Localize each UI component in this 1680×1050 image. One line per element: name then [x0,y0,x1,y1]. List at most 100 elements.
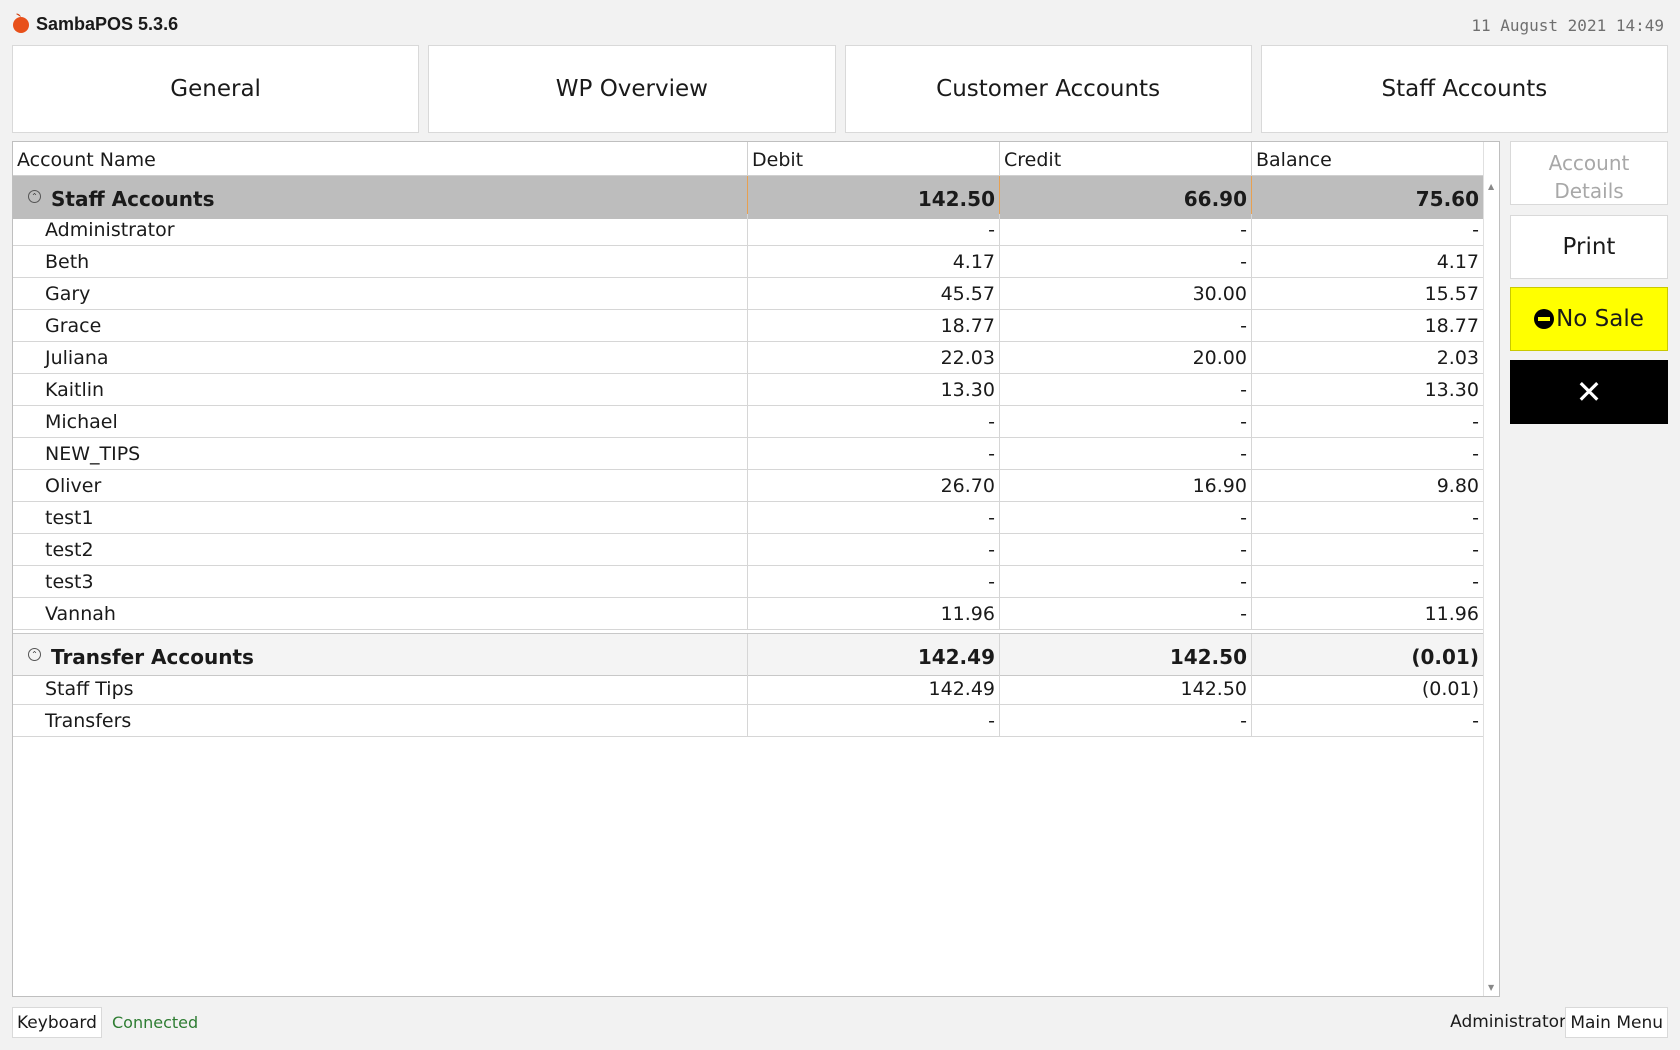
table-row[interactable]: Vannah 11.96-11.96 [13,598,1484,630]
print-button[interactable]: Print [1510,215,1668,279]
debit-cell: 13.30 [748,374,1000,406]
no-sale-button[interactable]: No Sale [1510,287,1668,351]
grid-scrollbar[interactable]: ▲ ▼ [1483,142,1499,996]
account-name-cell: Kaitlin [13,374,748,406]
account-name-cell: NEW_TIPS [13,438,748,470]
balance-cell: 18.77 [1252,310,1484,342]
balance-cell: 9.80 [1252,470,1484,502]
account-name-cell: Vannah [13,598,748,630]
debit-cell: 18.77 [748,310,1000,342]
credit-cell: - [1000,406,1252,438]
table-row[interactable]: test3- - - [13,566,1484,598]
group-balance: 75.60 [1252,176,1484,219]
table-row[interactable]: NEW_TIPS - - - [13,438,1484,470]
debit-cell: 142.49 [748,673,1000,705]
datetime: 11 August 2021 14:49 [1471,16,1664,35]
account-name-cell: Administrator [13,214,748,246]
column-header-balance[interactable]: Balance [1252,142,1484,175]
group-row[interactable]: ⌃ Staff Accounts 142.50 66.90 75.60 [13,176,1484,219]
balance-cell: - [1252,438,1484,470]
table-row[interactable]: test2- - - [13,534,1484,566]
credit-cell: 20.00 [1000,342,1252,374]
connection-status: Connected [112,1013,199,1032]
tab-wp-overview[interactable]: WP Overview [428,45,836,133]
grid-header: Account Name Debit Credit Balance [13,142,1484,176]
debit-cell: - [748,406,1000,438]
tab-general[interactable]: General [12,45,420,133]
credit-cell: - [1000,566,1252,598]
accounts-grid: Account Name Debit Credit Balance ⌃ Staff… [12,141,1500,997]
debit-cell: - [748,502,1000,534]
balance-cell: - [1252,214,1484,246]
close-button[interactable]: ✕ [1510,360,1668,424]
account-name-cell: Gary [13,278,748,310]
credit-cell: - [1000,502,1252,534]
app-title: SambaPOS 5.3.6 [36,14,179,34]
credit-cell: - [1000,246,1252,278]
table-row[interactable]: Grace 18.77-18.77 [13,310,1484,342]
column-header-credit[interactable]: Credit [1000,142,1252,175]
current-user: Administrator [1450,1012,1566,1032]
main-menu-button[interactable]: Main Menu [1565,1007,1668,1038]
debit-cell: - [748,705,1000,737]
credit-cell: - [1000,214,1252,246]
debit-cell: - [748,438,1000,470]
close-icon: ✕ [1575,373,1603,411]
balance-cell: - [1252,534,1484,566]
debit-cell: 11.96 [748,598,1000,630]
account-details-button[interactable]: Account Details [1510,141,1668,205]
credit-cell: 16.90 [1000,470,1252,502]
credit-cell: 30.00 [1000,278,1252,310]
collapse-icon[interactable]: ⌃ [28,648,41,661]
tab-staff-accounts[interactable]: Staff Accounts [1260,45,1668,133]
credit-cell: - [1000,598,1252,630]
debit-cell: 4.17 [748,246,1000,278]
account-name-cell: Grace [13,310,748,342]
table-row[interactable]: Kaitlin 13.30-13.30 [13,374,1484,406]
table-row[interactable]: Transfers - - - [13,705,1484,737]
debit-cell: 26.70 [748,470,1000,502]
account-name-cell: Juliana [13,342,748,374]
keyboard-button[interactable]: Keyboard [12,1007,102,1038]
balance-cell: - [1252,705,1484,737]
sambapos-logo-icon [13,13,29,33]
group-name: ⌃ Staff Accounts [13,176,748,219]
balance-cell: 4.17 [1252,246,1484,278]
balance-cell: - [1252,566,1484,598]
credit-cell: - [1000,310,1252,342]
balance-cell: - [1252,502,1484,534]
tab-customer-accounts[interactable]: Customer Accounts [844,45,1252,133]
table-row[interactable]: Gary 45.57 30.00 15.57 [13,278,1484,310]
debit-cell: 22.03 [748,342,1000,374]
account-name-cell: Transfers [13,705,748,737]
no-sale-label: No Sale [1556,306,1644,332]
group-debit: 142.49 [748,634,1000,675]
debit-cell: - [748,566,1000,598]
collapse-icon[interactable]: ⌃ [28,190,41,203]
table-row[interactable]: Michael - - - [13,406,1484,438]
account-name-cell: test1 [13,502,748,534]
column-header-debit[interactable]: Debit [748,142,1000,175]
column-header-account-name[interactable]: Account Name [13,142,748,175]
balance-cell: (0.01) [1252,673,1484,705]
table-row[interactable]: Juliana 22.03 20.00 2.03 [13,342,1484,374]
table-row[interactable]: Beth 4.17-4.17 [13,246,1484,278]
credit-cell: - [1000,374,1252,406]
debit-cell: 45.57 [748,278,1000,310]
group-row[interactable]: ⌃ Transfer Accounts 142.49 142.50 (0.01) [13,633,1484,676]
balance-cell: 13.30 [1252,374,1484,406]
table-row[interactable]: Oliver 26.70 16.90 9.80 [13,470,1484,502]
scroll-down-icon[interactable]: ▼ [1488,983,1495,992]
table-row[interactable]: test1- - - [13,502,1484,534]
scroll-up-icon[interactable]: ▲ [1488,182,1495,191]
credit-cell: - [1000,705,1252,737]
credit-cell: - [1000,534,1252,566]
debit-cell: - [748,534,1000,566]
account-name-cell: Staff Tips [13,673,748,705]
balance-cell: 15.57 [1252,278,1484,310]
account-name-cell: test3 [13,566,748,598]
table-row[interactable]: Staff Tips 142.49 142.50 (0.01) [13,673,1484,705]
account-name-cell: Michael [13,406,748,438]
table-row[interactable]: Administrator - - - [13,214,1484,246]
account-name-cell: test2 [13,534,748,566]
